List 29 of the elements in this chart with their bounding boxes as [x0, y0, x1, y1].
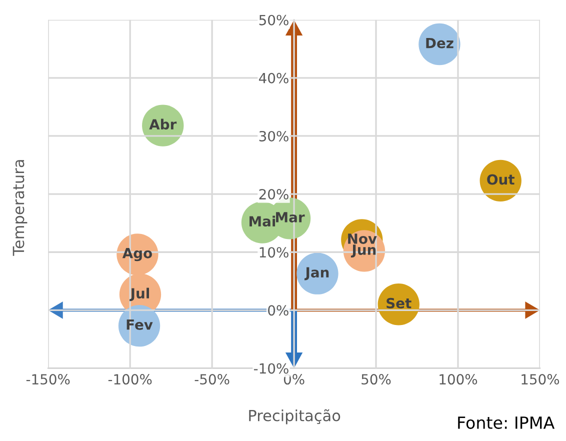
series-label: Mar — [276, 212, 305, 222]
y-tick-label: 40% — [258, 72, 288, 84]
x-tick-label: 150% — [522, 374, 560, 385]
x-tick-label: -150% — [26, 374, 70, 385]
series-label: Out — [487, 174, 514, 185]
series-label: Dez — [426, 38, 454, 48]
series-label: Jan — [304, 267, 329, 280]
series-label: Ago — [122, 248, 152, 262]
y-tick-label: 20% — [259, 189, 288, 200]
series-label: Fev — [126, 320, 153, 330]
series-label: Jul — [130, 288, 149, 302]
y-tick-label: 0% — [268, 305, 288, 316]
series-label: Jun — [350, 244, 376, 258]
x-axis-title: Precipitação — [249, 409, 340, 424]
x-tick-label: 100% — [440, 374, 478, 385]
x-tick-label: -50% — [194, 374, 230, 385]
y-axis-title: Temperatura — [12, 160, 28, 256]
series-label: Mai — [250, 216, 276, 227]
x-tick-label: 50% — [362, 374, 391, 385]
source-note: Fonte: IPMA — [458, 416, 555, 429]
x-tick-label: 0% — [284, 374, 304, 385]
x-tick-label: -100% — [108, 374, 152, 385]
series-label: Nov — [348, 234, 377, 244]
y-tick-label: 30% — [259, 130, 288, 142]
series-label: Set — [386, 298, 412, 308]
y-tick-label: -10% — [254, 363, 288, 374]
series-label: Abr — [149, 118, 177, 130]
y-tick-label: 10% — [260, 247, 288, 258]
y-tick-label: 50% — [259, 14, 288, 26]
